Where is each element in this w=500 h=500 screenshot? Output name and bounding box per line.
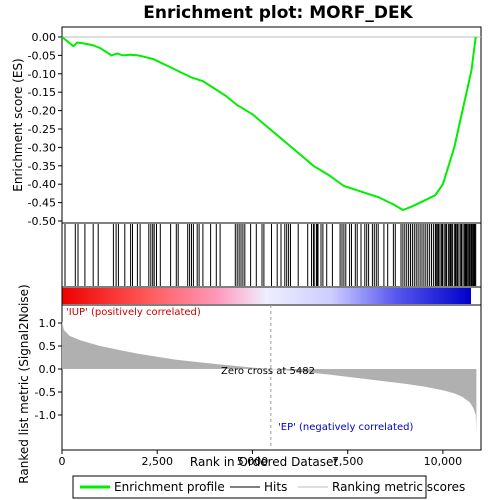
metric-panel: 1.0 0.5 0.0 -0.5 -1.0 'IUP' (positively corr… <box>35 304 482 451</box>
metric-y-tick-label: -1.0 <box>35 409 56 422</box>
metric-y-tick-label: 0.5 <box>39 340 57 353</box>
ranking-colorbar <box>61 286 482 306</box>
chart-title: Enrichment plot: MORF_DEK <box>143 3 413 23</box>
es-y-tick-label: 0.00 <box>32 31 57 44</box>
legend: Enrichment profile Hits Ranking metric s… <box>72 475 465 499</box>
es-y-tick-label: -0.15 <box>28 86 56 99</box>
x-tick-label: 7,500 <box>332 455 364 468</box>
legend-enrichment-profile: Enrichment profile <box>114 480 225 494</box>
es-y-tick-label: -0.25 <box>28 123 56 136</box>
x-tick-label: 2,500 <box>141 455 173 468</box>
x-tick-label: 0 <box>59 455 66 468</box>
x-tick-label: 5,000 <box>237 455 269 468</box>
ranking-metric-area <box>62 320 477 432</box>
metric-y-tick-label: -0.5 <box>35 386 56 399</box>
es-plot-frame <box>61 26 482 224</box>
es-y-axis: 0.00 -0.05 -0.10 -0.15 -0.20 -0.25 -0.30 -0.35 -… <box>28 31 62 228</box>
down-correlated-label: 'EP' (negatively correlated) <box>278 422 413 433</box>
es-y-tick-label: -0.45 <box>28 197 56 210</box>
colorbar-gradient <box>62 288 471 304</box>
x-axis-label: Rank in Ordered Dataset <box>190 455 338 469</box>
x-axis: 0 2,500 5,000 7,500 10,000 <box>59 450 463 468</box>
metric-y-tick-label: 1.0 <box>39 317 57 330</box>
metric-y-axis-label: Ranked list metric (Signal2Noise) <box>17 284 31 483</box>
legend-ranking-metric: Ranking metric scores <box>332 480 465 494</box>
metric-y-axis: 1.0 0.5 0.0 -0.5 -1.0 <box>35 317 62 422</box>
es-y-tick-label: -0.10 <box>28 68 56 81</box>
es-y-tick-label: -0.05 <box>28 49 56 62</box>
up-correlated-label: 'IUP' (positively correlated) <box>66 307 201 318</box>
es-y-tick-label: -0.40 <box>28 178 56 191</box>
zero-cross-label: Zero cross at 5482 <box>221 366 315 377</box>
es-y-axis-label: Enrichment score (ES) <box>11 58 25 191</box>
es-y-tick-label: -0.30 <box>28 141 56 154</box>
es-panel: 0.00 -0.05 -0.10 -0.15 -0.20 -0.25 -0.30 -0.35 -… <box>28 26 482 228</box>
metric-y-tick-label: 0.0 <box>39 363 57 376</box>
hit-lines <box>64 224 477 286</box>
enrichment-profile-line <box>61 36 477 212</box>
legend-hits: Hits <box>264 480 287 494</box>
es-y-tick-label: -0.50 <box>28 215 56 228</box>
hits-panel <box>61 222 482 288</box>
x-tick-label: 10,000 <box>424 455 463 468</box>
es-y-tick-label: -0.20 <box>28 105 56 118</box>
es-y-tick-label: -0.35 <box>28 160 56 173</box>
